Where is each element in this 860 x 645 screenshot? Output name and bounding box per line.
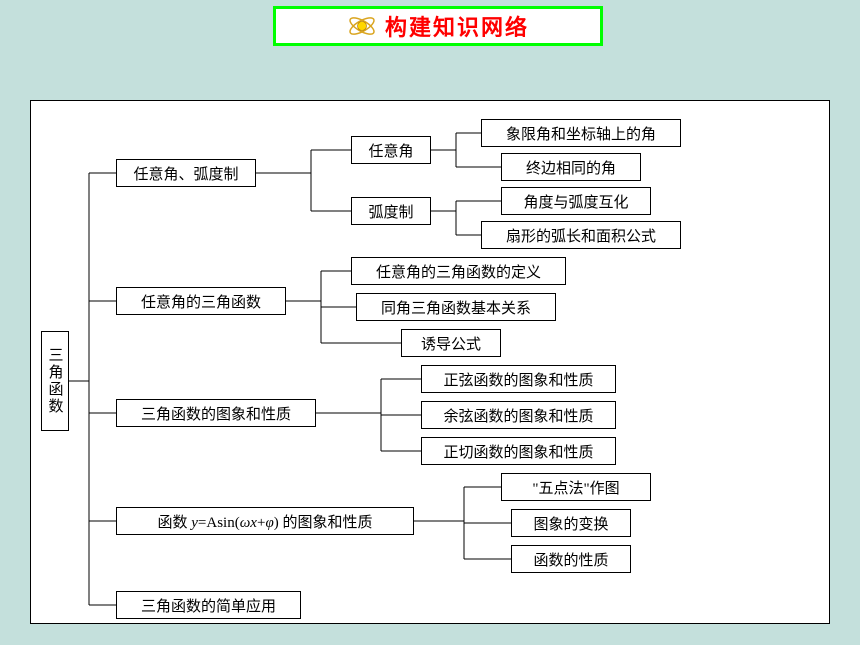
node-sin-graph: 正弦函数的图象和性质 — [421, 365, 616, 393]
node-coterminal-angle: 终边相同的角 — [501, 153, 641, 181]
node-sector-arc-area: 扇形的弧长和面积公式 — [481, 221, 681, 249]
node-degree-radian-convert: 角度与弧度互化 — [501, 187, 651, 215]
node-five-point: "五点法"作图 — [501, 473, 651, 501]
node-cos-graph: 余弦函数的图象和性质 — [421, 401, 616, 429]
node-same-angle-relation: 同角三角函数基本关系 — [356, 293, 556, 321]
node-arbitrary-angle: 任意角 — [351, 136, 431, 164]
node-trig-definition: 任意角的三角函数的定义 — [351, 257, 566, 285]
node-radian: 弧度制 — [351, 197, 431, 225]
root-node: 三角函数 — [41, 331, 69, 431]
node-trig-graph-property: 三角函数的图象和性质 — [116, 399, 316, 427]
node-asin-function: 函数 y=Asin(ωx+φ) 的图象和性质 — [116, 507, 414, 535]
atom-icon — [347, 11, 377, 41]
header-banner: 构建知识网络 — [273, 6, 603, 46]
node-tan-graph: 正切函数的图象和性质 — [421, 437, 616, 465]
node-trig-of-arbitrary: 任意角的三角函数 — [116, 287, 286, 315]
node-function-property: 函数的性质 — [511, 545, 631, 573]
header-title: 构建知识网络 — [385, 10, 529, 42]
node-induction-formula: 诱导公式 — [401, 329, 501, 357]
knowledge-tree-diagram: 三角函数 任意角、弧度制 任意角 象限角和坐标轴上的角 终边相同的角 弧度制 角… — [30, 100, 830, 624]
node-arbitrary-angle-radian: 任意角、弧度制 — [116, 159, 256, 187]
node-quadrant-angle: 象限角和坐标轴上的角 — [481, 119, 681, 147]
node-asin-label: 函数 y=Asin(ωx+φ) 的图象和性质 — [157, 511, 372, 532]
node-graph-transform: 图象的变换 — [511, 509, 631, 537]
node-simple-application: 三角函数的简单应用 — [116, 591, 301, 619]
